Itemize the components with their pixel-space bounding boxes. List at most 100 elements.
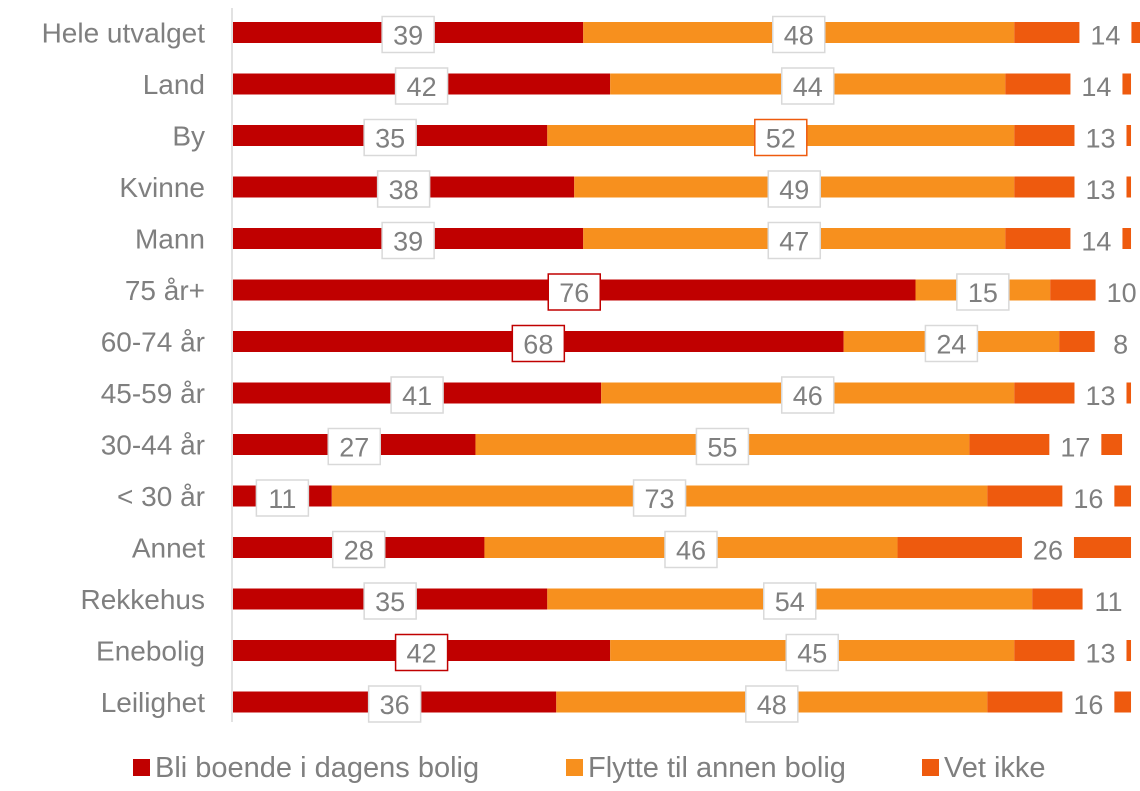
data-label-vet-ikke-30-år: 16 bbox=[1073, 484, 1103, 514]
data-label-flytte-til-annen-bolig-75-år: 15 bbox=[968, 278, 998, 308]
data-label-box-bli-boende-i-dagens-bolig-annet bbox=[331, 530, 386, 569]
category-label-75-år: 75 år+ bbox=[125, 275, 205, 306]
data-label-flytte-til-annen-bolig-rekkehus: 54 bbox=[775, 587, 805, 617]
data-label-flytte-til-annen-bolig-30-44-år: 55 bbox=[707, 433, 737, 463]
data-label-box-bli-boende-i-dagens-bolig-enebolig bbox=[394, 633, 449, 672]
data-label-box-vet-ikke-enebolig bbox=[1074, 634, 1127, 671]
legend-label-vet-ikke: Vet ikke bbox=[944, 752, 1046, 784]
data-label-box-vet-ikke-kvinne bbox=[1074, 171, 1127, 207]
data-label-box-bli-boende-i-dagens-bolig-45-59-år bbox=[390, 376, 444, 414]
category-label-land: Land bbox=[143, 69, 205, 100]
data-label-box-flytte-til-annen-bolig-annet bbox=[664, 530, 718, 569]
legend-label-flytte-til-annen-bolig: Flytte til annen bolig bbox=[588, 752, 846, 784]
data-label-box-flytte-til-annen-bolig-enebolig bbox=[785, 633, 839, 672]
data-label-box-flytte-til-annen-bolig-30-44-år bbox=[695, 427, 750, 466]
data-label-box-bli-boende-i-dagens-bolig-mann bbox=[381, 221, 435, 260]
data-label-box-flytte-til-annen-bolig-kvinne bbox=[767, 170, 822, 208]
legend-swatch-flytte-til-annen-bolig bbox=[566, 759, 583, 776]
legend-label-bli-boende-i-dagens-bolig: Bli boende i dagens bolig bbox=[155, 752, 479, 784]
data-label-flytte-til-annen-bolig-annet: 46 bbox=[676, 536, 706, 566]
data-label-box-vet-ikke-60-74-år bbox=[1094, 325, 1140, 362]
data-label-vet-ikke-30-44-år: 17 bbox=[1060, 433, 1090, 463]
category-label-30-år: < 30 år bbox=[117, 481, 205, 512]
data-label-flytte-til-annen-bolig-hele-utvalget: 48 bbox=[784, 21, 814, 51]
data-label-flytte-til-annen-bolig-kvinne: 49 bbox=[779, 175, 809, 205]
data-label-vet-ikke-land: 14 bbox=[1081, 72, 1111, 102]
data-label-flytte-til-annen-bolig-30-år: 73 bbox=[645, 484, 675, 514]
legend-item-bli-boende-i-dagens-bolig: Bli boende i dagens bolig bbox=[133, 752, 479, 784]
data-label-box-bli-boende-i-dagens-bolig-60-74-år bbox=[511, 324, 566, 363]
category-label-kvinne: Kvinne bbox=[119, 172, 205, 203]
data-label-box-flytte-til-annen-bolig-land bbox=[780, 67, 835, 105]
category-label-leilighet: Leilighet bbox=[101, 687, 206, 718]
data-label-box-vet-ikke-30-44-år bbox=[1049, 428, 1102, 465]
category-label-rekkehus: Rekkehus bbox=[80, 584, 205, 615]
data-label-box-vet-ikke-rekkehus bbox=[1082, 583, 1135, 619]
data-label-box-flytte-til-annen-bolig-hele-utvalget bbox=[772, 15, 826, 54]
data-label-bli-boende-i-dagens-bolig-annet: 28 bbox=[344, 536, 374, 566]
data-label-box-flytte-til-annen-bolig-leilighet bbox=[745, 685, 799, 723]
data-label-flytte-til-annen-bolig-45-59-år: 46 bbox=[793, 381, 823, 411]
data-label-bli-boende-i-dagens-bolig-by: 35 bbox=[375, 124, 405, 154]
legend-swatch-vet-ikke bbox=[922, 759, 939, 776]
data-label-vet-ikke-mann: 14 bbox=[1081, 227, 1111, 257]
category-label-hele-utvalget: Hele utvalget bbox=[42, 18, 206, 49]
data-label-bli-boende-i-dagens-bolig-75-år: 76 bbox=[559, 278, 589, 308]
data-label-box-vet-ikke-by bbox=[1074, 119, 1127, 156]
data-label-box-bli-boende-i-dagens-bolig-by bbox=[363, 118, 417, 157]
legend-item-flytte-til-annen-bolig: Flytte til annen bolig bbox=[566, 752, 846, 784]
data-label-box-bli-boende-i-dagens-bolig-leilighet bbox=[367, 685, 422, 723]
category-label-by: By bbox=[172, 121, 205, 152]
data-label-bli-boende-i-dagens-bolig-leilighet: 36 bbox=[380, 690, 410, 720]
data-label-box-bli-boende-i-dagens-bolig-rekkehus bbox=[363, 582, 417, 620]
data-label-vet-ikke-hele-utvalget: 14 bbox=[1090, 21, 1120, 51]
data-label-flytte-til-annen-bolig-mann: 47 bbox=[779, 227, 809, 257]
data-label-bli-boende-i-dagens-bolig-mann: 39 bbox=[393, 227, 423, 257]
data-label-box-flytte-til-annen-bolig-45-59-år bbox=[780, 376, 835, 414]
data-label-flytte-til-annen-bolig-60-74-år: 24 bbox=[936, 330, 966, 360]
data-label-box-flytte-til-annen-bolig-mann bbox=[767, 221, 822, 260]
data-label-vet-ikke-annet: 26 bbox=[1033, 536, 1063, 566]
data-label-vet-ikke-60-74-år: 8 bbox=[1113, 330, 1128, 360]
data-label-box-vet-ikke-45-59-år bbox=[1074, 377, 1127, 413]
data-label-box-vet-ikke-75-år bbox=[1095, 274, 1140, 310]
category-label-mann: Mann bbox=[135, 224, 205, 255]
data-label-box-bli-boende-i-dagens-bolig-30-år bbox=[255, 479, 310, 517]
data-label-vet-ikke-by: 13 bbox=[1085, 124, 1115, 154]
data-label-vet-ikke-leilighet: 16 bbox=[1073, 690, 1103, 720]
legend-item-vet-ikke: Vet ikke bbox=[922, 752, 1046, 784]
category-label-enebolig: Enebolig bbox=[96, 636, 205, 667]
data-label-box-vet-ikke-leilighet bbox=[1062, 686, 1115, 722]
data-label-box-vet-ikke-hele-utvalget bbox=[1079, 16, 1132, 53]
data-label-box-flytte-til-annen-bolig-30-år bbox=[632, 479, 687, 517]
data-label-bli-boende-i-dagens-bolig-hele-utvalget: 39 bbox=[393, 21, 423, 51]
data-label-bli-boende-i-dagens-bolig-rekkehus: 35 bbox=[375, 587, 405, 617]
data-label-bli-boende-i-dagens-bolig-enebolig: 42 bbox=[407, 639, 437, 669]
data-label-box-flytte-til-annen-bolig-60-74-år bbox=[924, 324, 979, 363]
data-label-bli-boende-i-dagens-bolig-45-59-år: 41 bbox=[402, 381, 432, 411]
data-label-bli-boende-i-dagens-bolig-30-år: 11 bbox=[268, 484, 296, 514]
data-label-box-vet-ikke-30-år bbox=[1062, 480, 1115, 516]
data-label-box-bli-boende-i-dagens-bolig-hele-utvalget bbox=[381, 15, 435, 54]
data-label-vet-ikke-45-59-år: 13 bbox=[1085, 381, 1115, 411]
data-label-box-vet-ikke-land bbox=[1070, 68, 1123, 104]
category-label-45-59-år: 45-59 år bbox=[101, 378, 205, 409]
legend: Bli boende i dagens bolig Flytte til anne… bbox=[133, 752, 1046, 784]
category-labels-group: Hele utvalget Land By Kvinne Mann 75 år+ 60-74… bbox=[42, 18, 206, 719]
data-label-flytte-til-annen-bolig-land: 44 bbox=[793, 72, 823, 102]
data-label-box-vet-ikke-mann bbox=[1070, 222, 1123, 259]
data-label-flytte-til-annen-bolig-enebolig: 45 bbox=[797, 639, 827, 669]
data-label-box-bli-boende-i-dagens-bolig-land bbox=[394, 67, 449, 105]
data-label-box-flytte-til-annen-bolig-by bbox=[754, 118, 808, 157]
data-label-box-flytte-til-annen-bolig-75-år bbox=[956, 273, 1010, 311]
data-label-box-bli-boende-i-dagens-bolig-kvinne bbox=[376, 170, 431, 208]
data-label-flytte-til-annen-bolig-leilighet: 48 bbox=[757, 690, 787, 720]
data-labels-group: 39 48 14 42 44 14 35 52 13 38 49 13 39 47 14 76 15 10 68 24… bbox=[255, 15, 1140, 723]
data-label-box-bli-boende-i-dagens-bolig-75-år bbox=[547, 273, 601, 311]
data-label-vet-ikke-kvinne: 13 bbox=[1085, 175, 1115, 205]
data-label-box-vet-ikke-annet bbox=[1021, 531, 1074, 568]
category-label-60-74-år: 60-74 år bbox=[101, 327, 205, 358]
data-label-bli-boende-i-dagens-bolig-60-74-år: 68 bbox=[523, 330, 553, 360]
